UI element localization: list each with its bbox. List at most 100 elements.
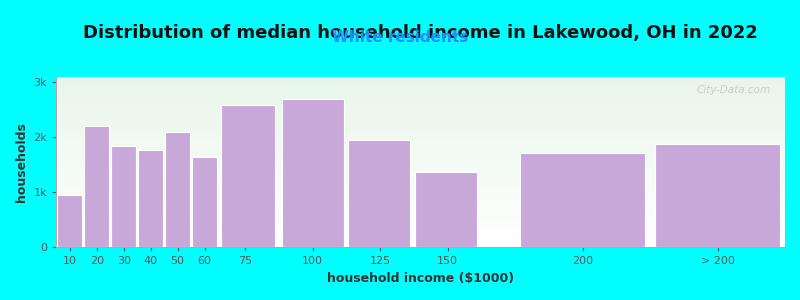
Bar — [56, 187, 785, 188]
Bar — [56, 201, 785, 202]
Bar — [56, 238, 785, 239]
Bar — [56, 96, 785, 97]
Bar — [56, 80, 785, 81]
Bar — [56, 191, 785, 192]
Bar — [56, 209, 785, 210]
Bar — [56, 222, 785, 223]
Bar — [56, 79, 785, 80]
Bar — [56, 231, 785, 232]
Bar — [56, 132, 785, 133]
Bar — [56, 169, 785, 170]
Bar — [348, 140, 410, 247]
Bar — [56, 143, 785, 144]
Bar — [56, 207, 785, 208]
Bar — [56, 92, 785, 93]
Bar — [138, 149, 163, 248]
Bar — [56, 176, 785, 177]
Bar — [56, 185, 785, 186]
Bar — [56, 93, 785, 94]
Bar — [56, 246, 785, 247]
Bar — [282, 99, 344, 247]
Bar — [56, 204, 785, 205]
Bar — [56, 190, 785, 191]
Bar — [56, 163, 785, 164]
Bar — [56, 138, 785, 139]
Bar — [56, 112, 785, 113]
Bar — [56, 115, 785, 116]
Bar — [56, 210, 785, 211]
Bar — [56, 202, 785, 203]
Bar — [521, 153, 645, 247]
Bar — [56, 78, 785, 79]
Bar — [56, 192, 785, 193]
Bar — [655, 144, 780, 248]
Bar — [56, 158, 785, 159]
Bar — [56, 81, 785, 82]
Bar — [56, 104, 785, 105]
Bar — [56, 229, 785, 230]
Bar — [192, 157, 217, 247]
Bar — [56, 126, 785, 127]
Bar — [56, 195, 785, 196]
Bar — [56, 111, 785, 112]
Bar — [56, 212, 785, 213]
Bar — [56, 152, 785, 153]
Bar — [56, 77, 785, 78]
Bar — [56, 243, 785, 244]
Bar — [56, 194, 785, 195]
Bar — [56, 242, 785, 243]
Bar — [56, 179, 785, 180]
Bar — [56, 226, 785, 227]
Bar — [56, 137, 785, 138]
Bar — [56, 180, 785, 181]
Bar — [56, 84, 785, 85]
Bar — [56, 91, 785, 92]
Bar — [56, 182, 785, 183]
Bar — [56, 120, 785, 121]
Bar — [56, 85, 785, 86]
Bar — [56, 124, 785, 125]
Bar — [56, 228, 785, 229]
Bar — [56, 220, 785, 221]
Bar — [56, 148, 785, 149]
Bar — [56, 82, 785, 83]
Bar — [56, 142, 785, 143]
Bar — [56, 189, 785, 190]
Bar — [415, 172, 478, 248]
Bar — [56, 240, 785, 241]
Bar — [56, 155, 785, 156]
Bar — [56, 151, 785, 152]
Bar — [56, 116, 785, 117]
Bar — [56, 99, 785, 100]
Text: White residents: White residents — [332, 30, 468, 45]
Bar — [56, 233, 785, 234]
Bar — [56, 94, 785, 95]
Bar — [56, 217, 785, 218]
Bar — [56, 173, 785, 174]
Bar — [56, 223, 785, 224]
Bar — [56, 200, 785, 201]
Bar — [56, 227, 785, 228]
Bar — [56, 219, 785, 220]
Bar — [111, 146, 136, 247]
Bar — [56, 237, 785, 238]
Bar — [56, 164, 785, 165]
Bar — [56, 203, 785, 204]
Bar — [56, 105, 785, 106]
Title: Distribution of median household income in Lakewood, OH in 2022: Distribution of median household income … — [83, 24, 758, 42]
Bar — [56, 123, 785, 124]
Bar — [56, 188, 785, 189]
Bar — [56, 122, 785, 123]
Bar — [56, 119, 785, 120]
Bar — [56, 136, 785, 137]
Bar — [56, 87, 785, 88]
Bar — [56, 98, 785, 99]
Bar — [56, 196, 785, 197]
Bar — [56, 130, 785, 131]
Bar — [56, 118, 785, 119]
Bar — [56, 236, 785, 237]
Bar — [56, 103, 785, 104]
Bar — [56, 149, 785, 150]
Bar — [56, 88, 785, 89]
Bar — [56, 184, 785, 185]
